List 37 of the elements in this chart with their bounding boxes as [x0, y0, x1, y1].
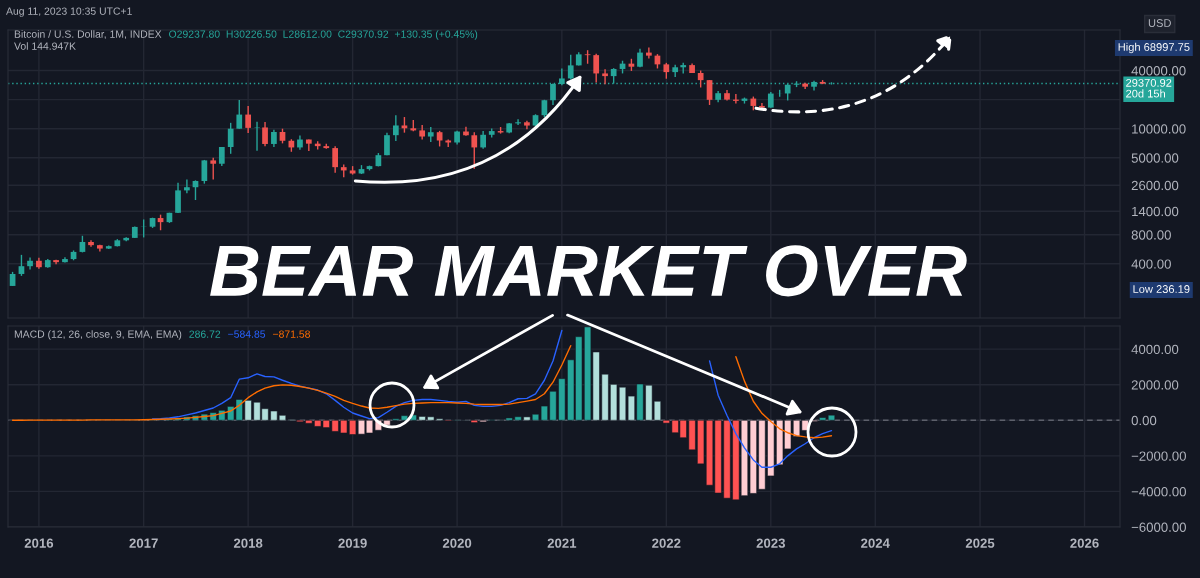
y-tick-label: −2000.00 [1131, 451, 1186, 461]
annotation: −584.85 [228, 330, 266, 338]
annotation: BEAR MARKET OVER [210, 245, 967, 297]
y-tick-label: 5000.00 [1131, 153, 1179, 163]
x-tick-label: 2019 [338, 538, 367, 548]
x-tick-label: 2017 [129, 538, 158, 548]
chart-title: MACD (12, 26, close, 9, EMA, EMA) [14, 330, 182, 340]
annotation: 286.72 [189, 330, 221, 338]
x-tick-label: 2025 [965, 538, 995, 548]
text: USD [1148, 19, 1171, 27]
y-tick-label: 400.00 [1131, 259, 1171, 269]
y-tick-label: −4000.00 [1131, 486, 1186, 497]
x-tick-label: 2023 [756, 538, 785, 548]
x-tick-label: 2022 [652, 538, 681, 548]
y-tick-label: 40000.00 [1131, 66, 1186, 76]
x-tick-label: 2016 [24, 538, 54, 548]
annotation: Vol 144.947K [14, 42, 76, 50]
y-tick-label: −6000.00 [1131, 522, 1186, 532]
x-tick-label: 2018 [233, 538, 263, 548]
x-tick-label: 2020 [442, 538, 472, 548]
x-tick-label: 2026 [1070, 538, 1099, 548]
chart-subtitle: O29237.80 H30226.50 L28612.00 C29370.92 +130.35 (+0.45%) [169, 30, 478, 40]
y-tick-label: 10000.00 [1132, 124, 1186, 134]
annotation: High 68997.75 [1118, 42, 1190, 54]
annotation: −871.58 [273, 330, 310, 338]
y-tick-label: 4000.00 [1131, 344, 1179, 355]
chart-title: Bitcoin / U.S. Dollar, 1M, INDEX [14, 30, 162, 40]
ref-line-label: 29370.92 20d 15h [1126, 78, 1172, 98]
y-tick-label: 2600.00 [1131, 180, 1179, 191]
text: Aug 11, 2023 10:35 UTC+1 [6, 7, 132, 17]
y-tick-label: 1400.00 [1132, 206, 1179, 217]
y-tick-label: 0.00 [1131, 415, 1157, 426]
x-tick-label: 2021 [547, 538, 577, 548]
x-tick-label: 2024 [861, 538, 890, 548]
y-tick-label: 800.00 [1131, 230, 1171, 240]
y-tick-label: 2000.00 [1131, 380, 1179, 390]
text: Low 236.19 [1133, 285, 1190, 293]
